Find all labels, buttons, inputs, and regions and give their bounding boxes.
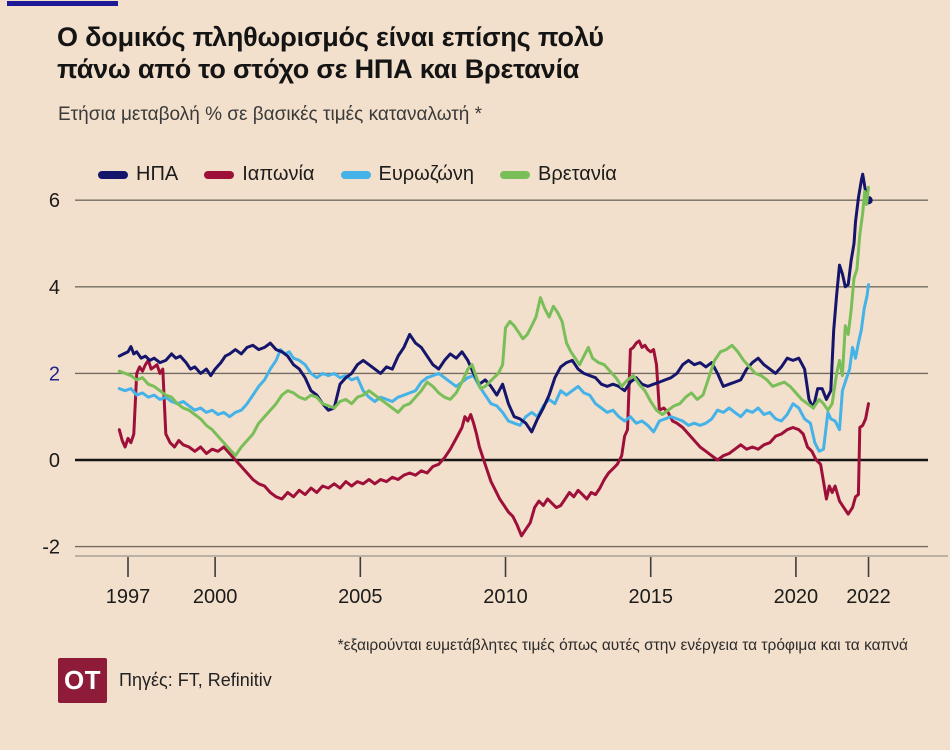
page-title: Ο δομικός πληθωρισμός είναι επίσης πολύ … bbox=[57, 21, 837, 85]
x-axis-label-2015: 2015 bbox=[628, 586, 673, 608]
source-row: OT Πηγές: FT, Refinitiv bbox=[58, 658, 272, 703]
legend-label-eurozone: Ευρωζώνη bbox=[378, 163, 475, 185]
legend-item-usa: ΗΠΑ bbox=[98, 163, 178, 186]
y-axis-label-4: 4 bbox=[49, 277, 60, 299]
y-axis-label--2: -2 bbox=[42, 537, 60, 559]
chart-subtitle: Ετήσια μεταβολή % σε βασικές τιμές καταν… bbox=[58, 104, 483, 125]
usa-line-swatch bbox=[98, 170, 128, 179]
y-axis-label-2: 2 bbox=[49, 363, 60, 385]
source-text: Πηγές: FT, Refinitiv bbox=[119, 670, 272, 690]
x-axis-label-2000: 2000 bbox=[193, 586, 238, 608]
chart-legend: ΗΠΑ Ιαπωνία Ευρωζώνη Βρετανία bbox=[98, 163, 617, 186]
legend-label-japan: Ιαπωνία bbox=[242, 163, 315, 185]
eurozone-line-swatch bbox=[340, 170, 371, 179]
series-line-3 bbox=[117, 185, 870, 458]
series-line-1 bbox=[117, 339, 870, 538]
x-axis-label-2022: 2022 bbox=[846, 586, 891, 608]
y-axis-label-0: 0 bbox=[49, 450, 60, 472]
legend-item-japan: Ιαπωνία bbox=[204, 163, 315, 186]
title-line-2: πάνω από το στόχο σε ΗΠΑ και Βρετανία bbox=[57, 54, 580, 84]
britain-line-swatch bbox=[500, 170, 530, 179]
chart-footnote: *εξαιρούνται ευμετάβλητες τιμές όπως αυτ… bbox=[337, 637, 908, 654]
x-axis-label-2005: 2005 bbox=[338, 586, 383, 608]
y-axis-label-6: 6 bbox=[49, 190, 60, 212]
ot-logo: OT bbox=[58, 658, 107, 703]
series-line-2 bbox=[117, 283, 870, 453]
top-accent-bar bbox=[7, 1, 118, 6]
legend-label-usa: ΗΠΑ bbox=[136, 163, 179, 185]
title-line-1: Ο δομικός πληθωρισμός είναι επίσης πολύ bbox=[57, 22, 604, 52]
japan-line-swatch bbox=[204, 170, 235, 179]
legend-label-britain: Βρετανία bbox=[538, 163, 617, 185]
series-line-0 bbox=[117, 172, 870, 434]
x-axis-label-2010: 2010 bbox=[483, 586, 528, 608]
x-axis-label-2020: 2020 bbox=[774, 586, 819, 608]
x-axis-label-1997: 1997 bbox=[106, 586, 151, 608]
legend-item-britain: Βρετανία bbox=[500, 163, 617, 186]
legend-item-eurozone: Ευρωζώνη bbox=[340, 163, 475, 186]
